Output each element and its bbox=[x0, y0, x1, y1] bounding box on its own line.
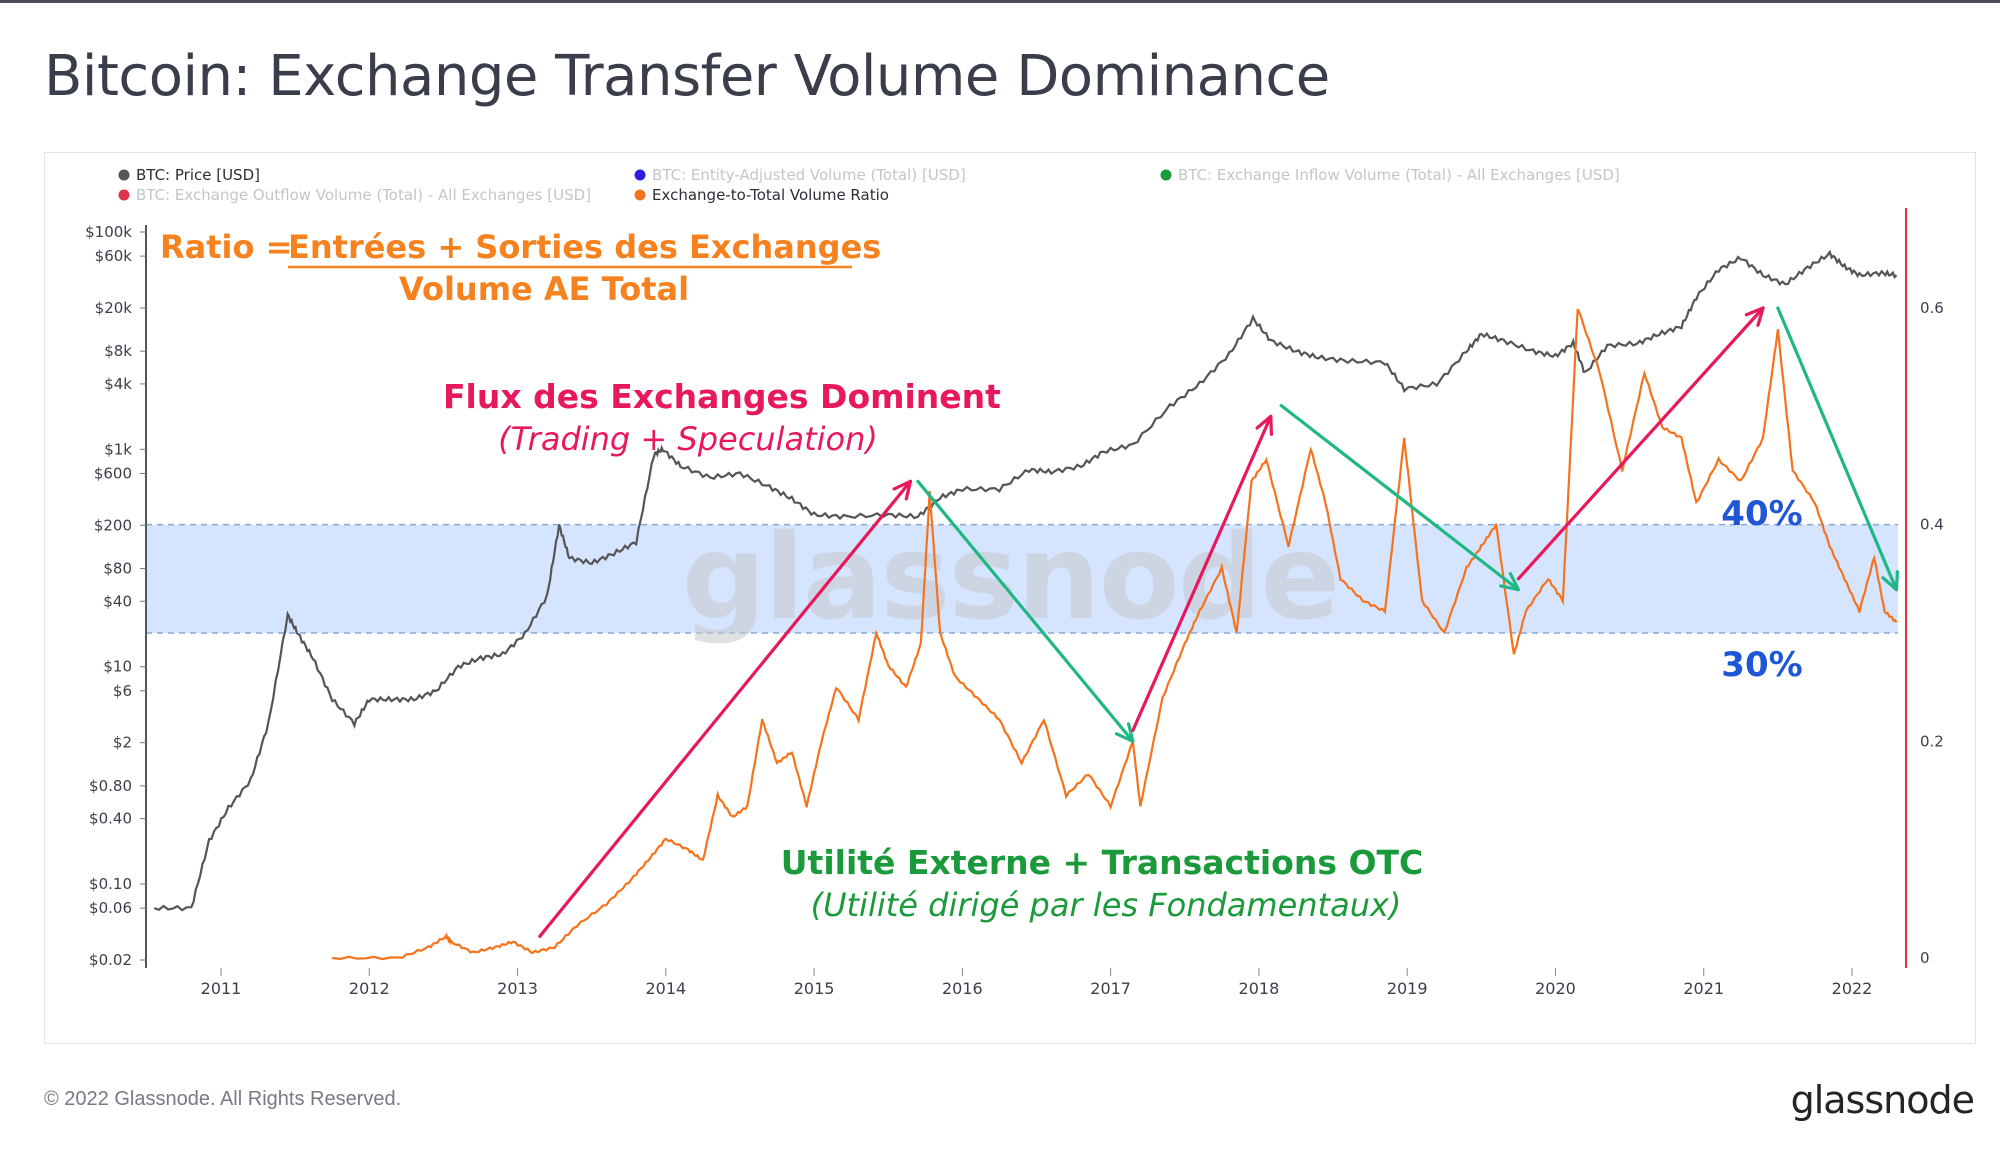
exchange-dominance-subtitle: (Trading + Speculation) bbox=[498, 420, 878, 458]
page-title: Bitcoin: Exchange Transfer Volume Domina… bbox=[44, 44, 1330, 109]
formula-denominator: Volume AE Total bbox=[399, 270, 689, 308]
band-high-label: 40% bbox=[1721, 494, 1802, 534]
left-tick-label: $0.02 bbox=[89, 951, 132, 969]
legend-item[interactable]: Exchange-to-Total Volume Ratio bbox=[652, 186, 889, 204]
left-tick-label: $600 bbox=[94, 464, 132, 482]
trend-arrows bbox=[538, 306, 1900, 938]
ratio-line bbox=[332, 308, 1898, 961]
left-tick-label: $8k bbox=[104, 342, 132, 360]
trend-arrow-down bbox=[1776, 306, 1899, 592]
legend[interactable]: BTC: Price [USD] BTC: Entity-Adjusted Vol… bbox=[118, 166, 1620, 204]
x-tick-label: 2012 bbox=[349, 979, 390, 998]
trend-arrow-head bbox=[892, 479, 913, 501]
legend-item[interactable]: BTC: Exchange Outflow Volume (Total) - A… bbox=[136, 186, 591, 204]
x-tick-label: 2013 bbox=[497, 979, 538, 998]
legend-dot bbox=[1160, 169, 1172, 181]
legend-item[interactable]: BTC: Price [USD] bbox=[136, 166, 260, 184]
left-tick-label: $0.40 bbox=[89, 810, 132, 828]
left-tick-label: $2 bbox=[113, 734, 132, 752]
trend-arrow-up bbox=[538, 479, 913, 938]
left-tick-label: $1k bbox=[104, 440, 132, 458]
price-line bbox=[153, 249, 1898, 912]
x-tick-label: 2017 bbox=[1090, 979, 1131, 998]
left-tick-label: $20k bbox=[95, 299, 133, 317]
left-tick-label: $10 bbox=[103, 658, 132, 676]
watermark: glassnode bbox=[682, 508, 1339, 646]
x-tick-label: 2019 bbox=[1387, 979, 1428, 998]
x-tick-label: 2018 bbox=[1239, 979, 1280, 998]
left-tick-label: $4k bbox=[104, 375, 132, 393]
left-tick-label: $40 bbox=[103, 592, 132, 610]
right-tick-label: 0.2 bbox=[1920, 732, 1944, 750]
trend-arrow-head bbox=[1881, 570, 1900, 592]
x-tick-label: 2016 bbox=[942, 979, 983, 998]
trend-arrow-down bbox=[916, 479, 1135, 743]
x-tick-label: 2020 bbox=[1535, 979, 1576, 998]
formula-numerator: Entrées + Sorties des Exchanges bbox=[288, 228, 881, 266]
utility-title: Utilité Externe + Transactions OTC bbox=[781, 843, 1423, 882]
top-border bbox=[0, 0, 2000, 3]
left-tick-label: $0.10 bbox=[89, 875, 132, 893]
utility-subtitle: (Utilité dirigé par les Fondamentaux) bbox=[811, 886, 1402, 924]
x-tick-label: 2011 bbox=[201, 979, 242, 998]
ratio-band bbox=[146, 524, 1898, 633]
formula-left: Ratio = bbox=[160, 228, 292, 266]
right-tick-label: 0.6 bbox=[1920, 299, 1944, 317]
trend-arrow-head bbox=[1255, 414, 1274, 436]
right-tick-label: 0.4 bbox=[1920, 516, 1944, 534]
legend-item[interactable]: BTC: Entity-Adjusted Volume (Total) [USD… bbox=[652, 166, 966, 184]
x-tick-label: 2022 bbox=[1832, 979, 1873, 998]
exchange-dominance-title: Flux des Exchanges Dominent bbox=[443, 377, 1001, 416]
x-tick-label: 2014 bbox=[645, 979, 686, 998]
brand-logo: glassnode bbox=[1790, 1078, 1975, 1122]
left-tick-label: $200 bbox=[94, 516, 132, 534]
trend-arrow-up bbox=[1131, 414, 1273, 733]
trend-arrow-head bbox=[1744, 306, 1765, 327]
legend-dot bbox=[118, 169, 130, 181]
left-tick-label: $0.80 bbox=[89, 777, 132, 795]
trend-arrow-head bbox=[1114, 722, 1135, 743]
band-low-label: 30% bbox=[1721, 645, 1802, 685]
left-tick-label: $6 bbox=[113, 682, 132, 700]
left-tick-label: $60k bbox=[95, 247, 133, 265]
trend-arrow-head bbox=[1499, 571, 1520, 592]
right-tick-label: 0 bbox=[1920, 949, 1930, 967]
trend-arrow-down bbox=[1279, 403, 1520, 592]
legend-dot bbox=[118, 189, 130, 201]
legend-dot bbox=[634, 189, 646, 201]
copyright-notice: © 2022 Glassnode. All Rights Reserved. bbox=[44, 1088, 402, 1110]
legend-dot bbox=[634, 169, 646, 181]
left-tick-label: $100k bbox=[85, 223, 132, 241]
x-axis-ticks: 2011 2012 2013 2014 2015 2016 2017 2018 2019 2020… bbox=[201, 968, 1873, 998]
left-axis-ticks: $100k $60k $20k $8k $4k $1k $600 $200 $80 $40 $10 $… bbox=[85, 223, 146, 969]
left-tick-label: $80 bbox=[103, 560, 132, 578]
x-tick-label: 2015 bbox=[794, 979, 835, 998]
legend-item[interactable]: BTC: Exchange Inflow Volume (Total) - Al… bbox=[1178, 166, 1620, 184]
x-tick-label: 2021 bbox=[1683, 979, 1724, 998]
trend-arrow-up bbox=[1516, 306, 1765, 581]
left-tick-label: $0.06 bbox=[89, 899, 132, 917]
right-axis-ticks: 0 0.2 0.4 0.6 bbox=[1920, 299, 1944, 967]
